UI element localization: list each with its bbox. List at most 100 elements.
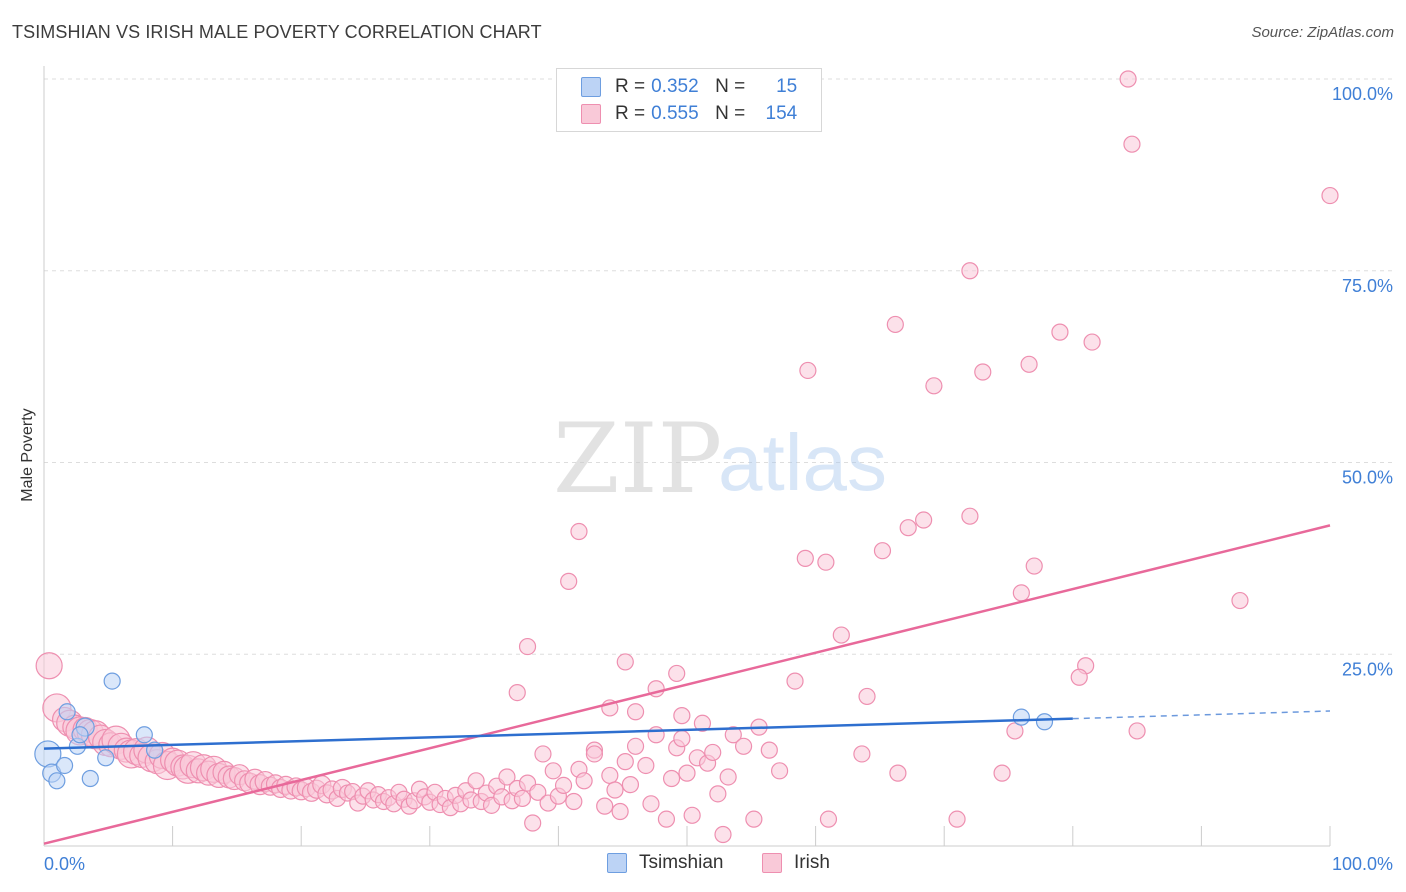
tsimshian-point	[58, 703, 76, 721]
irish-point	[657, 810, 676, 828]
tsimshian-point	[97, 749, 115, 767]
irish-point	[570, 522, 588, 541]
irish-point	[1006, 722, 1024, 740]
irish-point	[616, 653, 634, 671]
tsimshian-trend-line	[43, 717, 1073, 750]
irish-point	[518, 637, 537, 656]
legend-r-value: 0.352	[651, 76, 699, 97]
tsimshian-point	[1035, 713, 1054, 731]
irish-point	[673, 707, 691, 725]
legend-r-value: 0.555	[651, 103, 699, 124]
irish-point	[819, 810, 838, 828]
legend-item-label: Tsimshian	[639, 852, 724, 873]
irish-point	[961, 262, 979, 280]
grid-layer	[44, 78, 1392, 655]
legend-r-label: R =	[615, 76, 646, 97]
irish-point	[524, 814, 542, 832]
irish-point	[621, 776, 640, 794]
tsimshian-point	[55, 756, 74, 775]
irish-point	[35, 652, 63, 680]
irish-point	[948, 810, 966, 828]
irish-point	[637, 756, 655, 775]
irish-point	[704, 743, 722, 762]
irish-point	[601, 766, 619, 785]
irish-point	[596, 797, 614, 815]
y-tick-label: 50.0%	[1342, 468, 1393, 488]
trend-layer	[43, 524, 1331, 845]
irish-point	[915, 511, 933, 529]
irish-point	[668, 664, 686, 683]
chart-title: TSIMSHIAN VS IRISH MALE POVERTY CORRELAT…	[12, 22, 542, 42]
irish-point	[770, 762, 789, 780]
irish-point	[799, 361, 817, 380]
irish-point	[1128, 722, 1146, 740]
legend-item-label: Irish	[794, 852, 830, 873]
irish-point	[719, 768, 737, 786]
irish-point	[529, 783, 547, 801]
irish-point	[709, 785, 727, 803]
irish-point	[899, 519, 917, 537]
y-tick-label: 25.0%	[1342, 659, 1393, 679]
irish-point	[554, 776, 573, 795]
irish-point	[678, 764, 696, 782]
irish-point	[1231, 591, 1249, 610]
legend-item-tsimshian[interactable]: Tsimshian	[607, 852, 723, 874]
irish-swatch	[762, 853, 782, 873]
legend-r-label: R =	[615, 103, 646, 124]
irish-point	[1119, 70, 1137, 88]
irish-point	[560, 572, 578, 590]
irish-point	[974, 363, 992, 381]
irish-point	[626, 703, 645, 721]
x-tick-label: 100.0%	[1332, 854, 1393, 874]
series-legend: Tsimshian Irish	[0, 852, 1406, 876]
irish-point	[606, 781, 624, 799]
irish-trend-line	[43, 524, 1331, 845]
irish-point	[683, 806, 701, 824]
legend-n-value: 154	[765, 103, 798, 124]
irish-point	[961, 507, 979, 525]
irish-point	[1070, 668, 1088, 686]
irish-point	[796, 549, 814, 567]
tsimshian-point	[1012, 708, 1030, 726]
axes: 25.0% 50.0% 75.0% 100.0% 0.0% 100.0%	[43, 66, 1393, 874]
irish-point	[642, 795, 660, 813]
points-layer	[34, 70, 1339, 844]
tsimshian-trend-extension	[1072, 710, 1331, 720]
y-axis-label: Male Poverty	[19, 408, 36, 502]
irish-point	[817, 553, 835, 571]
irish-point	[745, 810, 763, 828]
irish-point	[853, 745, 871, 763]
legend-row-tsimshian: R = 0.352 N = 15	[581, 76, 797, 98]
watermark-zip: ZIP	[553, 403, 722, 515]
irish-point	[673, 730, 691, 748]
irish-point	[626, 737, 645, 755]
irish-point	[760, 741, 778, 759]
legend-n-label: N =	[715, 103, 746, 124]
tsimshian-swatch	[607, 853, 627, 873]
irish-swatch	[581, 104, 601, 124]
y-tick-label: 75.0%	[1342, 276, 1393, 296]
irish-point	[575, 772, 593, 790]
irish-point	[508, 683, 526, 702]
tsimshian-point	[135, 726, 153, 744]
legend-item-irish[interactable]: Irish	[762, 852, 830, 874]
legend-row-irish: R = 0.555 N = 154	[581, 103, 797, 125]
irish-point	[498, 768, 516, 786]
tsimshian-point	[71, 726, 89, 744]
irish-point	[1012, 584, 1030, 602]
irish-point	[724, 726, 742, 744]
irish-point	[714, 825, 732, 844]
legend-n-label: N =	[715, 76, 746, 97]
legend-n-value: 15	[776, 76, 798, 97]
tsimshian-point	[103, 672, 121, 690]
irish-point	[611, 802, 629, 821]
irish-point	[1321, 186, 1339, 205]
y-tick-label: 100.0%	[1332, 84, 1393, 104]
irish-point	[662, 769, 681, 788]
irish-point	[925, 377, 943, 395]
irish-point	[886, 315, 904, 334]
irish-point	[1083, 333, 1101, 351]
irish-point	[1051, 323, 1069, 341]
